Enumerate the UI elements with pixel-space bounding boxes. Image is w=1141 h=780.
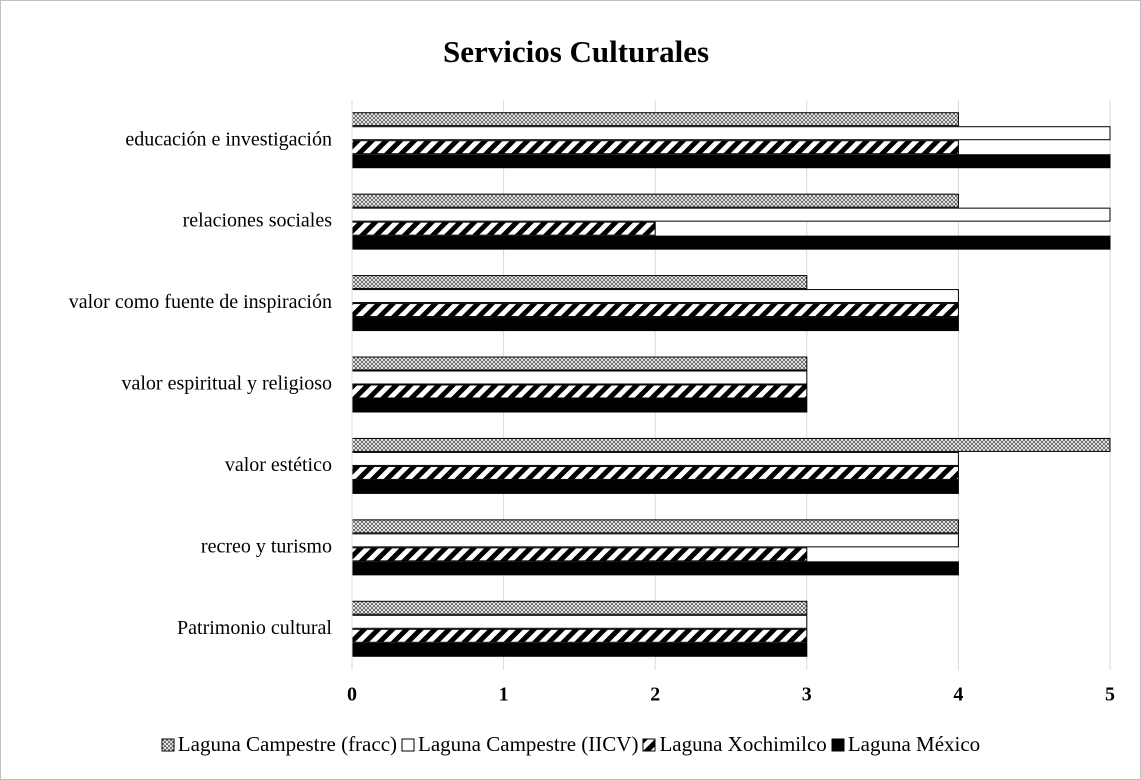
bar: [351, 193, 959, 208]
bar: [351, 235, 1111, 250]
bar: [351, 600, 808, 615]
x-tick-label: 0: [347, 684, 357, 706]
legend-item: Laguna Campestre (fracc): [161, 732, 397, 757]
bar: [351, 140, 959, 155]
bar: [351, 356, 808, 371]
legend-swatch: [161, 738, 175, 751]
bar: [351, 112, 959, 127]
legend-marker: [831, 738, 845, 751]
bar: [351, 628, 808, 643]
chart-title: Servicios Culturales: [443, 34, 709, 69]
legend: Laguna Campestre (fracc) Laguna Campestre…: [0, 732, 1141, 757]
legend-label: Laguna México: [847, 732, 981, 756]
bar: [351, 437, 1111, 452]
legend-marker: [401, 738, 415, 751]
legend-item: Laguna México: [831, 732, 980, 757]
bar: [351, 384, 808, 399]
y-tick-label: valor como fuente de inspiración: [69, 291, 332, 313]
bar: [351, 221, 656, 236]
bar: [351, 479, 959, 494]
y-tick-label: educación e investigación: [125, 128, 332, 150]
x-tick-label: 1: [499, 684, 509, 706]
bar: [351, 614, 808, 629]
y-tick-label: Patrimonio cultural: [177, 617, 332, 639]
bar: [351, 533, 959, 548]
bar: [351, 289, 959, 304]
bar: [351, 154, 1111, 169]
bar: [351, 398, 808, 413]
legend-swatch: [401, 738, 415, 751]
legend-marker: [161, 738, 175, 751]
bar: [351, 303, 959, 318]
bar: [351, 207, 1111, 222]
bar: [351, 451, 959, 466]
bar: [351, 561, 959, 576]
bar: [351, 642, 808, 657]
y-tick-label: relaciones sociales: [183, 210, 333, 232]
x-tick-label: 4: [953, 684, 963, 706]
bar: [351, 370, 808, 385]
legend-item: Laguna Campestre (IICV): [401, 732, 638, 757]
legend-item: Laguna Xochimilco: [642, 732, 827, 757]
bar: [351, 126, 1111, 141]
legend-swatch: [642, 738, 656, 751]
bar: [351, 317, 959, 332]
bar: [351, 275, 808, 290]
legend-label: Laguna Campestre (IICV): [418, 732, 639, 756]
x-tick-label: 5: [1105, 684, 1115, 706]
x-tick-label: 2: [650, 684, 660, 706]
legend-label: Laguna Xochimilco: [659, 732, 827, 756]
legend-swatch: [831, 738, 845, 751]
bar: [351, 465, 959, 480]
bar: [351, 519, 959, 534]
legend-marker: [642, 738, 656, 751]
y-tick-label: valor espiritual y religioso: [121, 373, 332, 395]
y-tick-label: recreo y turismo: [201, 535, 332, 557]
legend-label: Laguna Campestre (fracc): [177, 732, 398, 756]
y-tick-label: valor estético: [225, 454, 332, 476]
x-tick-label: 3: [802, 684, 812, 706]
bar: [351, 547, 808, 562]
